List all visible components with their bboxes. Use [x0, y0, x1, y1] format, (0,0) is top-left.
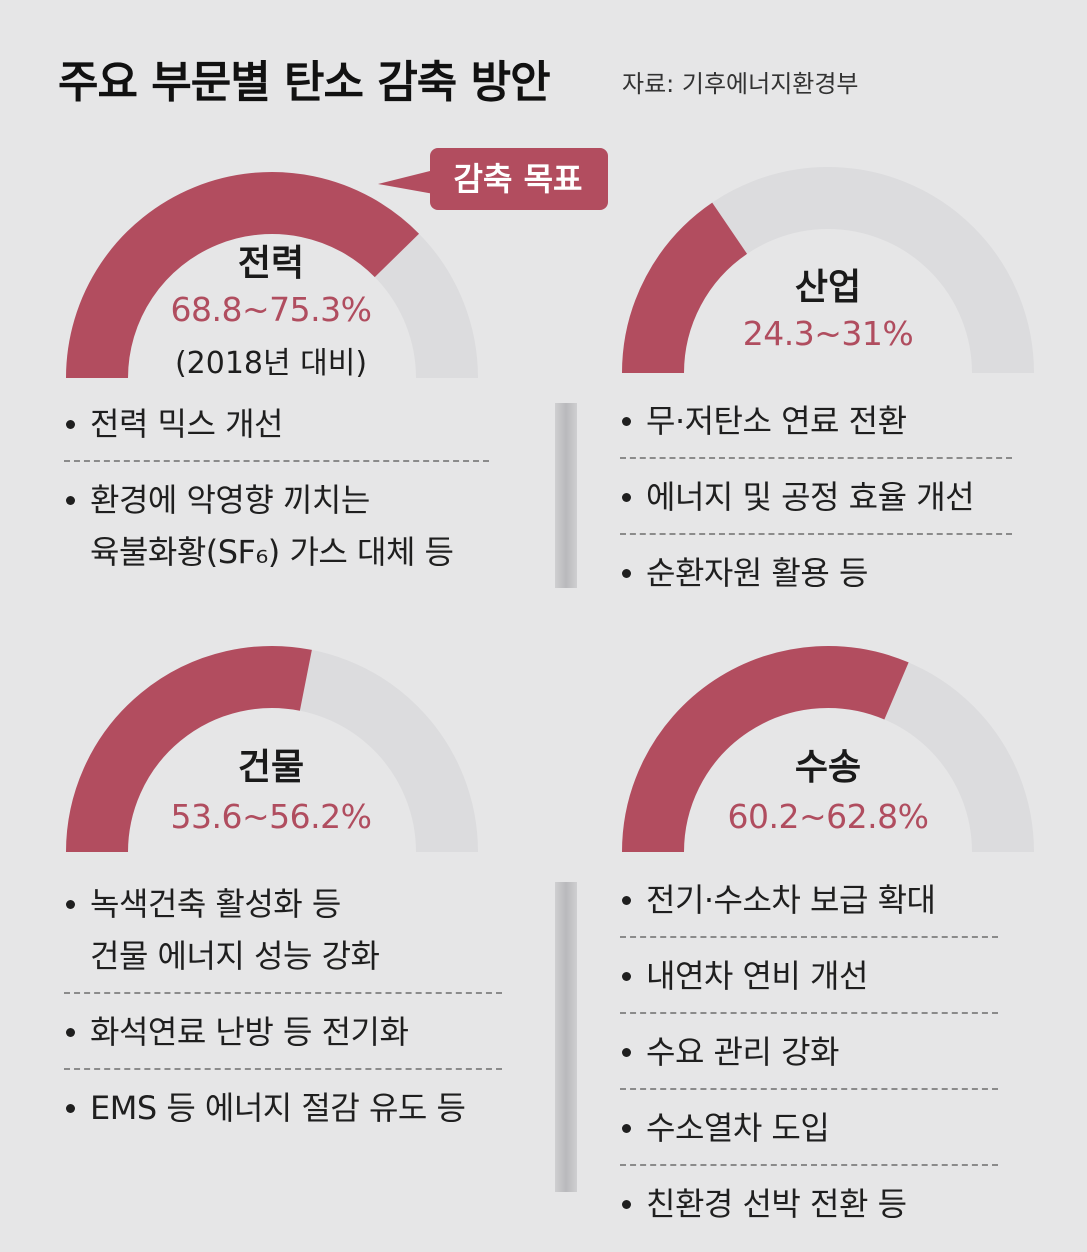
- measure-text: 전기·수소차 보급 확대: [646, 881, 936, 919]
- sector-range-building: 53.6~56.2%: [170, 797, 372, 836]
- measure-text: 수요 관리 강화: [646, 1033, 839, 1071]
- measure-text: 녹색건축 활성화 등: [90, 885, 341, 923]
- gauge-transport: [622, 646, 1034, 853]
- column-divider: [555, 403, 577, 588]
- sector-name-transport: 수송: [794, 747, 862, 788]
- measure-text: 순환자원 활용 등: [646, 554, 868, 592]
- measure-text: EMS 등 에너지 절감 유도 등: [90, 1089, 466, 1127]
- measure-text: 내연차 연비 개선: [646, 957, 868, 995]
- gauge-fill-industry: [622, 202, 748, 374]
- measure-item: 에너지 및 공정 효율 개선: [620, 471, 1012, 535]
- sector-range-transport: 60.2~62.8%: [727, 797, 929, 836]
- sector-range-power: 68.8~75.3%: [170, 290, 372, 329]
- measure-text: 육불화황(SF₆) 가스 대체 등: [90, 533, 454, 571]
- sector-name-power: 전력: [237, 243, 305, 284]
- sector-name-industry: 산업: [794, 267, 862, 308]
- sector-range-industry: 24.3~31%: [742, 314, 914, 353]
- measure-text: 전력 믹스 개선: [90, 405, 283, 443]
- measure-text: 환경에 악영향 끼치는: [90, 481, 370, 519]
- measure-item: 친환경 선박 전환 등: [620, 1178, 998, 1240]
- measure-item: 환경에 악영향 끼치는 육불화황(SF₆) 가스 대체 등: [64, 474, 489, 588]
- column-divider: [555, 882, 577, 1192]
- measure-item: 전력 믹스 개선: [64, 398, 489, 462]
- measure-text: 친환경 선박 전환 등: [646, 1185, 907, 1223]
- measure-item: 수요 관리 강화: [620, 1026, 998, 1090]
- measure-item: EMS 등 에너지 절감 유도 등: [64, 1082, 502, 1144]
- gauge-fill-power: [66, 172, 419, 379]
- gauge-industry: [622, 167, 1034, 374]
- gauge-building: [66, 646, 478, 853]
- measure-text: 무·저탄소 연료 전환: [646, 402, 907, 440]
- measure-item: 녹색건축 활성화 등 건물 에너지 성능 강화: [64, 878, 502, 994]
- sector-note-power: (2018년 대비): [174, 346, 368, 381]
- measure-item: 수소열차 도입: [620, 1102, 998, 1166]
- callout-label: 감축 목표: [453, 160, 583, 198]
- measures-industry: 무·저탄소 연료 전환 에너지 및 공정 효율 개선 순환자원 활용 등: [620, 395, 1012, 621]
- measure-item: 내연차 연비 개선: [620, 950, 998, 1014]
- gauge-power: [66, 172, 478, 379]
- measure-text: 에너지 및 공정 효율 개선: [646, 478, 975, 516]
- gauge-fill-building: [66, 646, 312, 853]
- measures-transport: 전기·수소차 보급 확대 내연차 연비 개선 수요 관리 강화 수소열차 도입 …: [620, 874, 998, 1252]
- measures-power: 전력 믹스 개선 환경에 악영향 끼치는 육불화황(SF₆) 가스 대체 등: [64, 398, 489, 600]
- gauge-fill-transport: [622, 646, 909, 853]
- measure-item: 순환자원 활용 등: [620, 547, 1012, 609]
- measures-building: 녹색건축 활성화 등 건물 에너지 성능 강화 화석연료 난방 등 전기화 EM…: [64, 878, 502, 1156]
- measure-text: 화석연료 난방 등 전기화: [90, 1013, 409, 1051]
- measure-item: 화석연료 난방 등 전기화: [64, 1006, 502, 1070]
- chart-title: 주요 부문별 탄소 감축 방안: [58, 57, 551, 108]
- measure-item: 무·저탄소 연료 전환: [620, 395, 1012, 459]
- callout-bubble: [378, 148, 608, 210]
- measure-text: 수소열차 도입: [646, 1109, 830, 1147]
- measure-text: 건물 에너지 성능 강화: [90, 937, 380, 975]
- source-note: 자료: 기후에너지환경부: [622, 70, 859, 98]
- measure-item: 전기·수소차 보급 확대: [620, 874, 998, 938]
- sector-name-building: 건물: [237, 747, 305, 788]
